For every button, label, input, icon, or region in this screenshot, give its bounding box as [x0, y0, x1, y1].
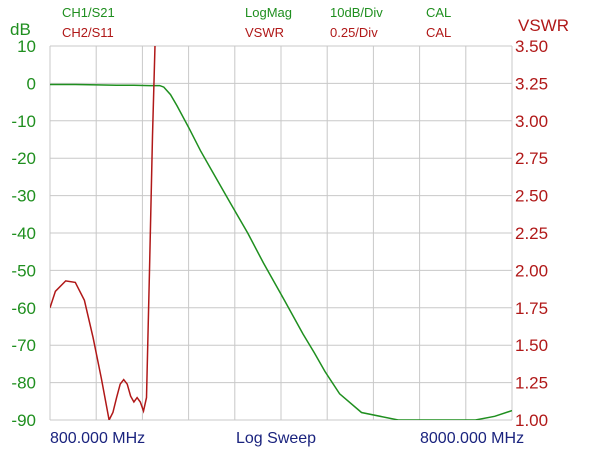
right-axis-ticks: 3.50 3.25 3.00 2.75 2.50 2.25 2.00 1.75 1.50 1.25… [515, 37, 548, 430]
right-tick-label: 2.25 [515, 224, 548, 243]
right-tick-label: 2.75 [515, 149, 548, 168]
left-tick-label: 10 [17, 37, 36, 56]
ch1-scale: 10dB/Div [330, 5, 383, 20]
right-tick-label: 3.50 [515, 37, 548, 56]
right-tick-label: 1.75 [515, 299, 548, 318]
right-tick-label: 2.50 [515, 187, 548, 206]
sweep-type: Log Sweep [236, 430, 317, 447]
ch1-label: CH1/S21 [62, 5, 115, 20]
right-axis-unit: VSWR [518, 16, 569, 35]
left-tick-label: 0 [27, 74, 36, 93]
left-tick-label: -10 [11, 112, 36, 131]
start-frequency: 800.000 MHz [50, 430, 146, 447]
left-tick-label: -90 [11, 411, 36, 430]
traces [50, 46, 512, 420]
left-tick-label: -50 [11, 261, 36, 280]
left-tick-label: -70 [11, 336, 36, 355]
left-tick-label: -60 [11, 299, 36, 318]
ch2-scale: 0.25/Div [330, 25, 378, 40]
ch2-cal: CAL [426, 25, 452, 40]
left-tick-label: -30 [11, 187, 36, 206]
left-tick-label: -80 [11, 374, 36, 393]
ch2-format: VSWR [245, 25, 284, 40]
left-tick-label: -40 [11, 224, 36, 243]
right-tick-label: 3.25 [515, 74, 548, 93]
right-tick-label: 1.25 [515, 374, 548, 393]
right-tick-label: 3.00 [515, 112, 548, 131]
ch1-cal: CAL [426, 5, 452, 20]
trace-ch2-s11 [50, 46, 156, 420]
trace-ch1-s21 [50, 83, 512, 420]
left-tick-label: -20 [11, 149, 36, 168]
ch2-label: CH2/S11 [62, 25, 114, 40]
ch1-format: LogMag [245, 5, 292, 20]
stop-frequency: 8000.000 MHz [420, 430, 525, 447]
right-tick-label: 1.00 [515, 411, 548, 430]
left-axis-ticks: 10 0 -10 -20 -30 -40 -50 -60 -70 -80 -90 [11, 37, 36, 430]
right-tick-label: 2.00 [515, 261, 548, 280]
right-tick-label: 1.50 [515, 336, 548, 355]
left-axis-unit: dB [10, 20, 31, 39]
